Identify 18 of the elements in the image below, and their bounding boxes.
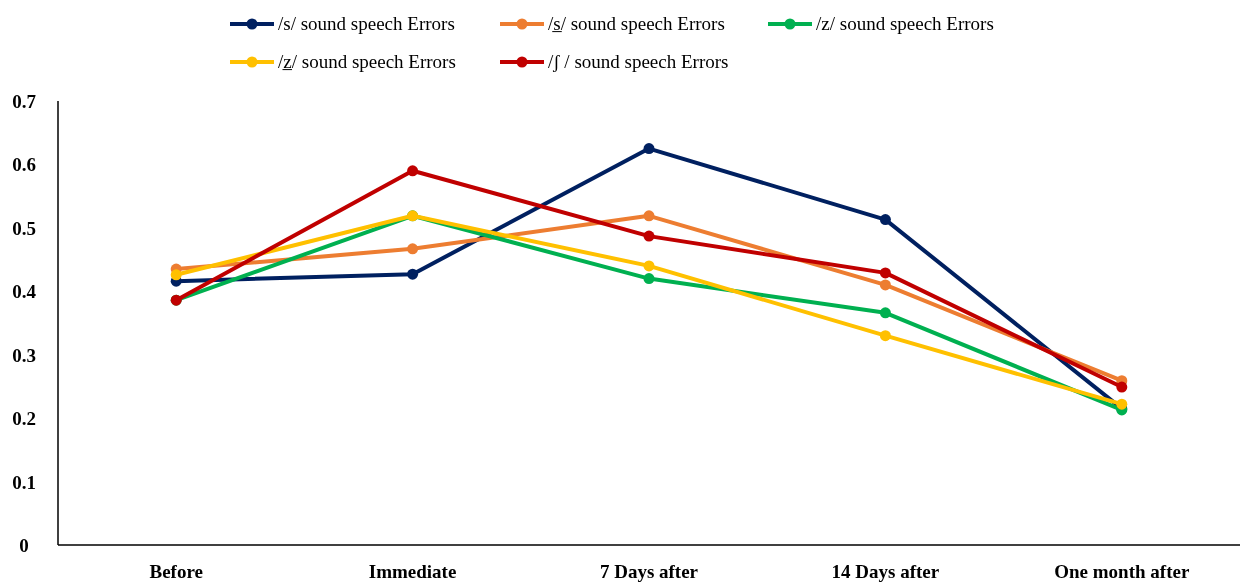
y-tick-label: 0.2 [12, 408, 36, 430]
y-tick-label: 0 [19, 535, 29, 556]
y-tick-label: 0.6 [12, 154, 36, 176]
x-tick-label: Immediate [368, 561, 457, 582]
x-tick-label: Before [149, 561, 203, 582]
legend-label: /z̲/ sound speech Errors [278, 51, 456, 72]
legend-label: /s̲/ sound speech Errors [548, 13, 725, 34]
legend-label: /s/ sound speech Errors [278, 13, 455, 34]
x-tick-label: 7 Days after [599, 561, 699, 582]
y-tick-label: 0.3 [12, 344, 36, 366]
legend-label: /ʃ / sound speech Errors [548, 51, 729, 72]
y-tick-label: 0.4 [12, 281, 37, 303]
x-tick-label: One month after [1054, 561, 1190, 582]
y-tick-label: 0.7 [12, 91, 37, 112]
y-tick-label: 0.1 [12, 471, 36, 493]
legend-label: /z/ sound speech Errors [816, 13, 994, 34]
y-tick-label: 0.5 [12, 217, 36, 239]
x-tick-label: 14 Days after [831, 561, 940, 582]
